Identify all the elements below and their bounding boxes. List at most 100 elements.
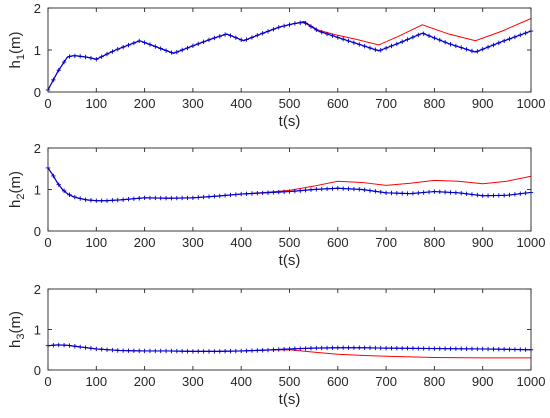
data-point [480, 346, 485, 352]
data-point [88, 346, 94, 351]
data-point [265, 190, 271, 195]
data-point [357, 345, 362, 350]
x-tick-label: 800 [424, 235, 446, 250]
data-point [507, 347, 512, 352]
data-point [485, 193, 491, 198]
data-point [292, 346, 298, 351]
data-point [142, 195, 147, 200]
data-point [206, 194, 212, 199]
data-point [501, 347, 507, 352]
x-tick-label: 400 [230, 374, 252, 389]
data-point [405, 346, 410, 351]
data-point [459, 190, 464, 196]
data-point [179, 195, 185, 201]
data-point [255, 348, 260, 353]
data-point [56, 182, 61, 187]
data-point [163, 48, 169, 53]
data-point [174, 195, 179, 201]
data-point [271, 27, 276, 32]
data-point [335, 35, 340, 40]
data-point [394, 41, 400, 47]
data-point [308, 24, 314, 29]
subplot-1: 0 100 200 300 400 500 600 700 800 900 1000 0 1 2 t(s) h… [7, 1, 545, 130]
data-point [271, 347, 276, 352]
data-point [523, 30, 528, 36]
data-point [83, 197, 88, 202]
data-point [501, 38, 507, 44]
x-tick-label: 1000 [517, 96, 546, 111]
data-point [410, 34, 416, 40]
data-point [56, 68, 61, 73]
data-point [99, 347, 104, 352]
data-point [496, 40, 501, 46]
data-point [99, 54, 104, 59]
data-point [448, 346, 453, 351]
data-point [222, 32, 228, 37]
series-red-line [47, 167, 532, 202]
x-tick-label: 600 [327, 374, 349, 389]
x-tick-label: 100 [85, 235, 107, 250]
data-point [61, 342, 67, 348]
data-point [260, 31, 265, 36]
y-tick-label: 0 [34, 224, 41, 239]
data-point [453, 190, 459, 195]
data-point [158, 46, 163, 51]
data-point [389, 43, 394, 49]
data-point [367, 188, 373, 193]
data-point [324, 186, 330, 192]
data-point [206, 349, 212, 354]
data-point [464, 191, 469, 196]
data-point [383, 345, 389, 351]
data-point [115, 197, 120, 203]
data-point [367, 345, 373, 351]
data-point [201, 194, 206, 200]
data-point [303, 21, 308, 26]
x-tick-label: 400 [230, 235, 252, 250]
data-point [88, 198, 94, 203]
data-point [432, 189, 437, 194]
data-point [469, 346, 475, 352]
data-point [378, 189, 383, 195]
data-point [518, 32, 523, 38]
data-point [459, 45, 464, 50]
data-point [158, 195, 163, 201]
data-point [137, 348, 142, 354]
data-point [485, 44, 491, 50]
data-point [94, 57, 99, 62]
data-point [196, 195, 201, 200]
y-axis-label: h3(m) [7, 311, 27, 348]
data-point [244, 348, 249, 353]
data-point [217, 193, 222, 199]
data-point [169, 195, 174, 201]
data-point [523, 190, 528, 196]
x-tick-label: 200 [134, 235, 156, 250]
x-tick-label: 800 [424, 374, 446, 389]
data-point [303, 346, 308, 351]
data-point [239, 191, 244, 197]
data-point [308, 187, 314, 192]
x-tick-label: 0 [44, 374, 51, 389]
series-blue-plus-markers [45, 342, 534, 354]
data-point [206, 37, 212, 43]
data-point [212, 35, 217, 41]
data-point [292, 188, 298, 194]
data-point [281, 23, 287, 29]
data-point [72, 194, 78, 200]
data-point [389, 190, 394, 196]
data-point [83, 345, 88, 350]
data-point [308, 346, 314, 351]
y-axis-label-symbol: h [7, 60, 24, 68]
data-point [346, 345, 351, 350]
x-tick-label: 500 [279, 96, 301, 111]
series-line-blue [47, 21, 532, 91]
data-point [104, 51, 110, 57]
data-point [485, 346, 491, 352]
data-point [394, 346, 400, 351]
data-point [265, 347, 271, 353]
data-point [120, 348, 126, 353]
data-point [217, 34, 222, 39]
data-point [448, 42, 453, 47]
y-axis-label: h1(m) [7, 32, 27, 69]
data-point [426, 346, 432, 351]
data-point [67, 54, 72, 59]
